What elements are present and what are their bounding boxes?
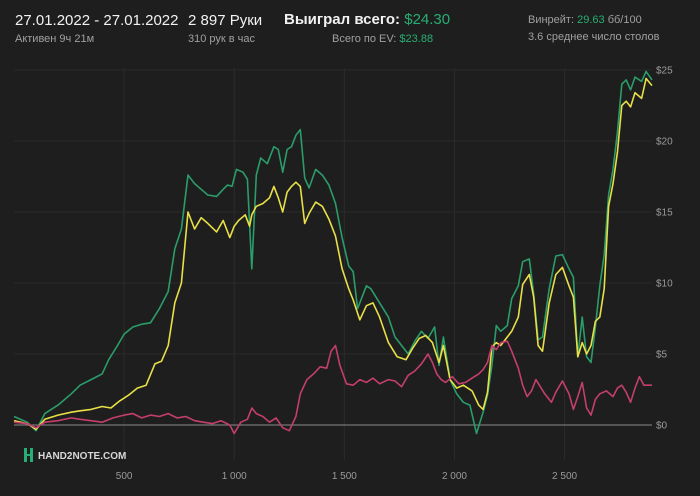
date-range: 27.01.2022 - 27.01.2022 bbox=[15, 12, 179, 29]
x-tick-label-2: 1 500 bbox=[332, 471, 357, 482]
winrate-label: Винрейт: bbox=[528, 14, 575, 26]
ev-value: $23.88 bbox=[399, 33, 434, 45]
winrate: Винрейт: 29.63 бб/100 bbox=[528, 14, 642, 26]
won-total: Выиграл всего: $24.30 bbox=[284, 11, 450, 28]
x-tick-label-1: 1 000 bbox=[222, 471, 247, 482]
horizontal-grid bbox=[14, 69, 652, 355]
hand2note-logo-text: HAND2NOTE.COM bbox=[38, 451, 126, 462]
winrate-unit: бб/100 bbox=[607, 14, 642, 26]
ev-label: Всего по EV: bbox=[332, 33, 397, 45]
won-label: Выиграл всего: bbox=[284, 11, 401, 28]
hand2note-logo-icon bbox=[24, 448, 33, 462]
winrate-value: 29.63 bbox=[577, 14, 605, 26]
y-axis-ticks: $0 $5 $10 $15 $20 $25 bbox=[656, 66, 673, 432]
y-tick-label-3: $15 bbox=[656, 208, 673, 219]
y-tick-label-1: $5 bbox=[656, 350, 668, 361]
hand2note-logo: HAND2NOTE.COM bbox=[24, 448, 126, 462]
x-tick-label-4: 2 500 bbox=[552, 471, 577, 482]
active-time: Активен 9ч 21м bbox=[15, 33, 95, 45]
stats-header: 27.01.2022 - 27.01.2022 Активен 9ч 21м 2… bbox=[0, 0, 700, 56]
y-tick-label-0: $0 bbox=[656, 421, 668, 432]
series-line-0 bbox=[13, 70, 653, 435]
vertical-grid bbox=[123, 68, 566, 460]
x-axis-ticks: 500 1 000 1 500 2 000 2 500 bbox=[116, 471, 578, 482]
profit-chart: 500 1 000 1 500 2 000 2 500 $0 $5 $10 $15 $20 $25… bbox=[0, 56, 700, 496]
hands-count: 2 897 Руки bbox=[188, 12, 263, 29]
series-line-2 bbox=[13, 340, 652, 435]
x-tick-label-3: 2 000 bbox=[442, 471, 467, 482]
x-tick-label-0: 500 bbox=[116, 471, 133, 482]
ev-total: Всего по EV: $23.88 bbox=[332, 33, 433, 45]
series-line-1 bbox=[13, 77, 653, 431]
won-value: $24.30 bbox=[404, 11, 451, 28]
series-lines bbox=[13, 70, 653, 435]
profit-chart-svg: 500 1 000 1 500 2 000 2 500 $0 $5 $10 $15 $20 $25… bbox=[13, 66, 673, 482]
avg-tables: 3.6 среднее число столов bbox=[528, 31, 660, 43]
y-tick-label-2: $10 bbox=[656, 279, 673, 290]
y-tick-label-5: $25 bbox=[656, 66, 673, 77]
y-tick-label-4: $20 bbox=[656, 137, 673, 148]
hands-per-hour: 310 рук в час bbox=[188, 33, 256, 45]
